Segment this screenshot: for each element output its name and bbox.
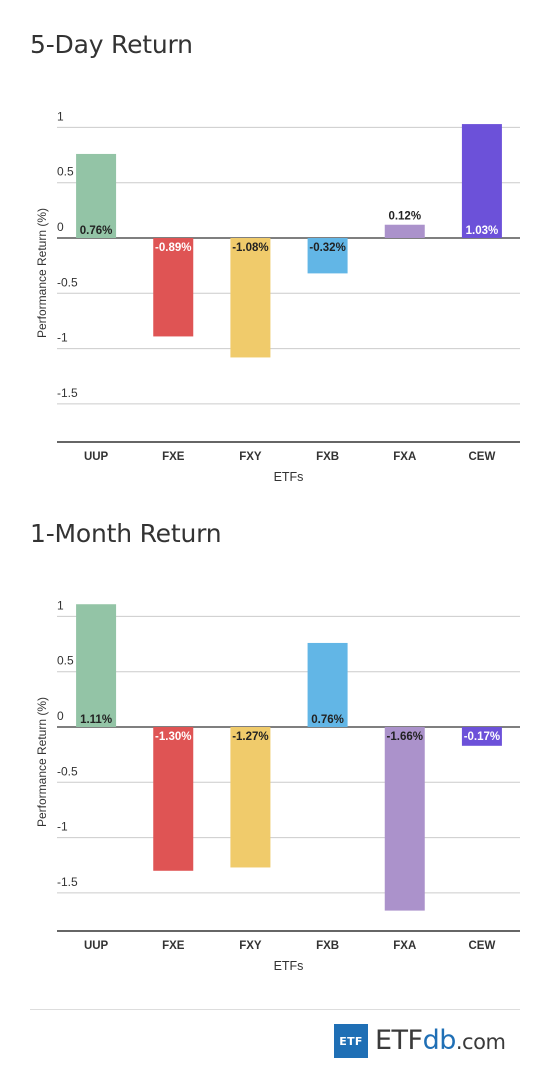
x-tick-label-fxb: FXB	[316, 940, 339, 952]
bar-chart-5-day: 1 0.5 0 -0.5 -1 -1.5 Performance Return (%) 0.7…	[35, 109, 520, 484]
data-label-fxe: -0.89%	[155, 242, 191, 254]
y-tick-label: -1	[57, 820, 68, 834]
y-axis-label: Performance Return (%)	[35, 208, 49, 338]
y-tick-label: 0.5	[57, 165, 74, 179]
data-label-fxa: 0.12%	[388, 211, 421, 223]
bar-cew	[461, 727, 502, 746]
y-tick-label: 0.5	[57, 654, 74, 668]
x-tick-label-fxy: FXY	[239, 940, 262, 952]
bar-fxy	[230, 727, 271, 868]
x-tick-label-fxy: FXY	[239, 451, 262, 463]
etf-logo-icon: ETF	[334, 1024, 368, 1058]
bar-fxb	[307, 642, 348, 727]
data-label-cew: 1.03%	[466, 225, 499, 237]
data-label-uup: 1.11%	[80, 714, 112, 726]
etfdb-logo-text: ETFdb.com	[375, 1024, 506, 1059]
x-axis-label: ETFs	[274, 959, 304, 973]
x-tick-label-uup: UUP	[84, 940, 109, 952]
logo-accent: db	[422, 1024, 457, 1056]
logo-suffix: .com	[455, 1029, 506, 1054]
data-label-fxb: 0.76%	[311, 714, 344, 726]
x-tick-label-cew: CEW	[468, 940, 495, 952]
y-tick-label: -1.5	[57, 386, 78, 400]
etfdb-logo[interactable]: ETF ETFdb.com	[334, 1024, 506, 1059]
data-label-cew: -0.17%	[464, 731, 500, 743]
bar-fxa	[384, 727, 425, 911]
x-tick-label-fxb: FXB	[316, 451, 339, 463]
x-tick-label-cew: CEW	[468, 451, 495, 463]
chart-title-5-day: 5-Day Return	[30, 30, 193, 59]
y-tick-label: -0.5	[57, 275, 78, 289]
data-label-fxb: -0.32%	[309, 242, 345, 254]
bar-uup	[76, 153, 117, 238]
bar-fxy	[230, 238, 271, 358]
chart-title-1-month: 1-Month Return	[30, 519, 222, 548]
data-label-fxy: -1.27%	[232, 731, 268, 743]
y-tick-label: -1	[57, 331, 68, 345]
x-tick-label-fxe: FXE	[162, 451, 185, 463]
data-label-uup: 0.76%	[80, 225, 113, 237]
footer-divider	[30, 1009, 520, 1010]
bar-fxe	[153, 727, 194, 871]
y-axis-label: Performance Return (%)	[35, 697, 49, 827]
y-tick-label: 0	[57, 220, 64, 234]
bar-cew	[461, 124, 502, 238]
data-label-fxy: -1.08%	[232, 242, 268, 254]
data-label-fxe: -1.30%	[155, 731, 191, 743]
x-tick-label-uup: UUP	[84, 451, 109, 463]
y-tick-label: -1.5	[57, 875, 78, 889]
x-tick-label-fxe: FXE	[162, 940, 185, 952]
logo-main: ETF	[375, 1024, 423, 1056]
x-tick-label-fxa: FXA	[393, 940, 416, 952]
y-tick-label: 1	[57, 109, 64, 123]
y-tick-label: 1	[57, 598, 64, 612]
bar-fxe	[153, 238, 194, 337]
y-tick-label: 0	[57, 709, 64, 723]
bar-fxa	[384, 224, 425, 238]
x-axis-label: ETFs	[274, 470, 304, 484]
data-label-fxa: -1.66%	[387, 731, 423, 743]
bar-uup	[76, 604, 117, 727]
y-tick-label: -0.5	[57, 764, 78, 778]
x-tick-label-fxa: FXA	[393, 451, 416, 463]
bar-fxb	[307, 238, 348, 274]
bar-chart-1-month: 1 0.5 0 -0.5 -1 -1.5 Performance Return (%) 1.1…	[35, 598, 520, 973]
